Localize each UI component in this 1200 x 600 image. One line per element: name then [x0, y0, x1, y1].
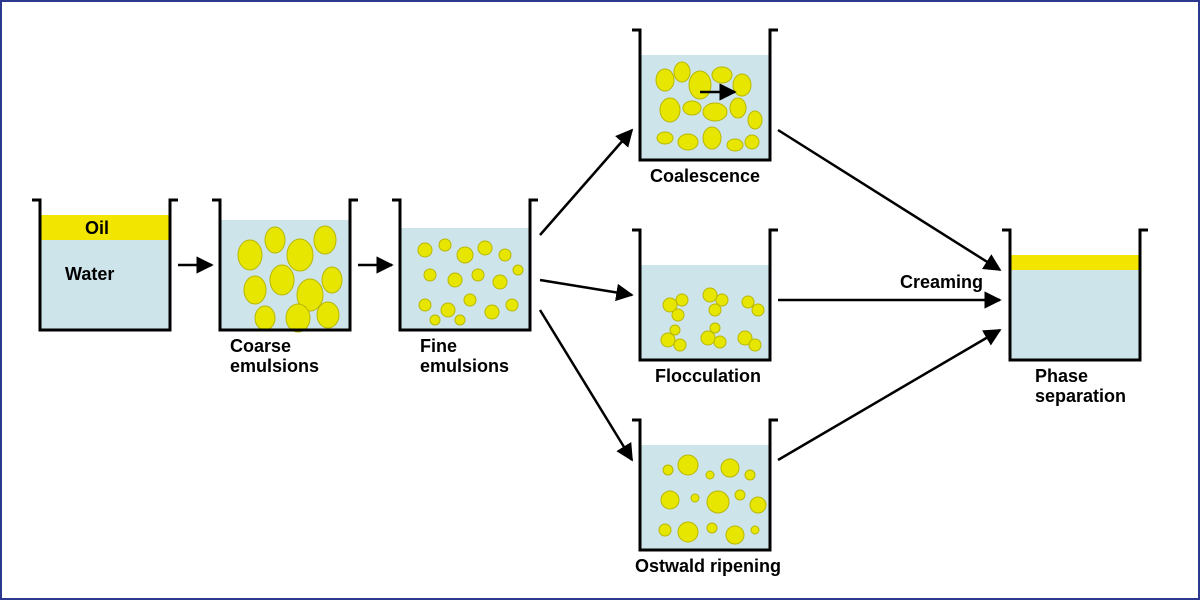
- droplet: [238, 240, 262, 270]
- droplet: [499, 249, 511, 261]
- droplet: [670, 325, 680, 335]
- droplet: [721, 459, 739, 477]
- droplet: [742, 296, 754, 308]
- droplet: [735, 490, 745, 500]
- droplet: [439, 239, 451, 251]
- droplet: [676, 294, 688, 306]
- droplet: [464, 294, 476, 306]
- droplet: [265, 227, 285, 253]
- droplet: [663, 465, 673, 475]
- droplet: [710, 323, 720, 333]
- droplet: [493, 275, 507, 289]
- label-coalescence: Coalescence: [650, 166, 760, 186]
- droplet: [424, 269, 436, 281]
- droplet: [727, 139, 743, 151]
- droplet: [287, 239, 313, 271]
- droplet: [703, 288, 717, 302]
- droplet: [660, 98, 680, 122]
- droplet: [707, 491, 729, 513]
- droplet: [703, 127, 721, 149]
- label-flocculation: Flocculation: [655, 366, 761, 386]
- droplet: [322, 267, 342, 293]
- label-creaming: Creaming: [900, 272, 983, 292]
- droplet: [661, 333, 675, 347]
- droplet: [478, 241, 492, 255]
- droplet: [457, 247, 473, 263]
- droplet: [314, 226, 336, 254]
- droplet: [683, 101, 701, 115]
- droplet: [485, 305, 499, 319]
- droplet: [441, 303, 455, 317]
- droplet: [678, 522, 698, 542]
- label-ostwald: Ostwald ripening: [635, 556, 781, 576]
- droplet: [317, 302, 339, 328]
- droplet: [430, 315, 440, 325]
- water-fill: [640, 445, 770, 550]
- droplet: [709, 304, 721, 316]
- droplet: [270, 265, 294, 295]
- droplet: [661, 491, 679, 509]
- droplet: [472, 269, 484, 281]
- water-fill: [40, 240, 170, 330]
- water-fill: [400, 228, 530, 330]
- droplet: [733, 74, 751, 96]
- oil-layer: [1010, 255, 1140, 270]
- droplet: [656, 69, 674, 91]
- droplet: [703, 103, 727, 121]
- droplet: [674, 62, 690, 82]
- droplet: [752, 304, 764, 316]
- droplet: [706, 471, 714, 479]
- droplet: [745, 470, 755, 480]
- droplet: [691, 494, 699, 502]
- droplet: [707, 523, 717, 533]
- droplet: [255, 306, 275, 330]
- droplet: [714, 336, 726, 348]
- droplet: [659, 524, 671, 536]
- droplet: [749, 339, 761, 351]
- droplet: [726, 526, 744, 544]
- droplet: [689, 71, 711, 99]
- droplet: [418, 243, 432, 257]
- droplet: [244, 276, 266, 304]
- droplet: [748, 111, 762, 129]
- droplet: [701, 331, 715, 345]
- droplet: [678, 455, 698, 475]
- label-water: Water: [65, 264, 114, 284]
- droplet: [745, 135, 759, 149]
- droplet: [286, 304, 310, 332]
- droplet: [513, 265, 523, 275]
- water-fill: [1010, 270, 1140, 360]
- droplet: [455, 315, 465, 325]
- droplet: [750, 497, 766, 513]
- label-oil: Oil: [85, 218, 109, 238]
- droplet: [657, 132, 673, 144]
- droplet: [751, 526, 759, 534]
- droplet: [678, 134, 698, 150]
- droplet: [712, 67, 732, 83]
- emulsion-diagram: OilWaterCoarseemulsionsFineemulsionsCoal…: [0, 0, 1200, 600]
- droplet: [506, 299, 518, 311]
- droplet: [419, 299, 431, 311]
- droplet: [672, 309, 684, 321]
- droplet: [674, 339, 686, 351]
- droplet: [730, 98, 746, 118]
- droplet: [448, 273, 462, 287]
